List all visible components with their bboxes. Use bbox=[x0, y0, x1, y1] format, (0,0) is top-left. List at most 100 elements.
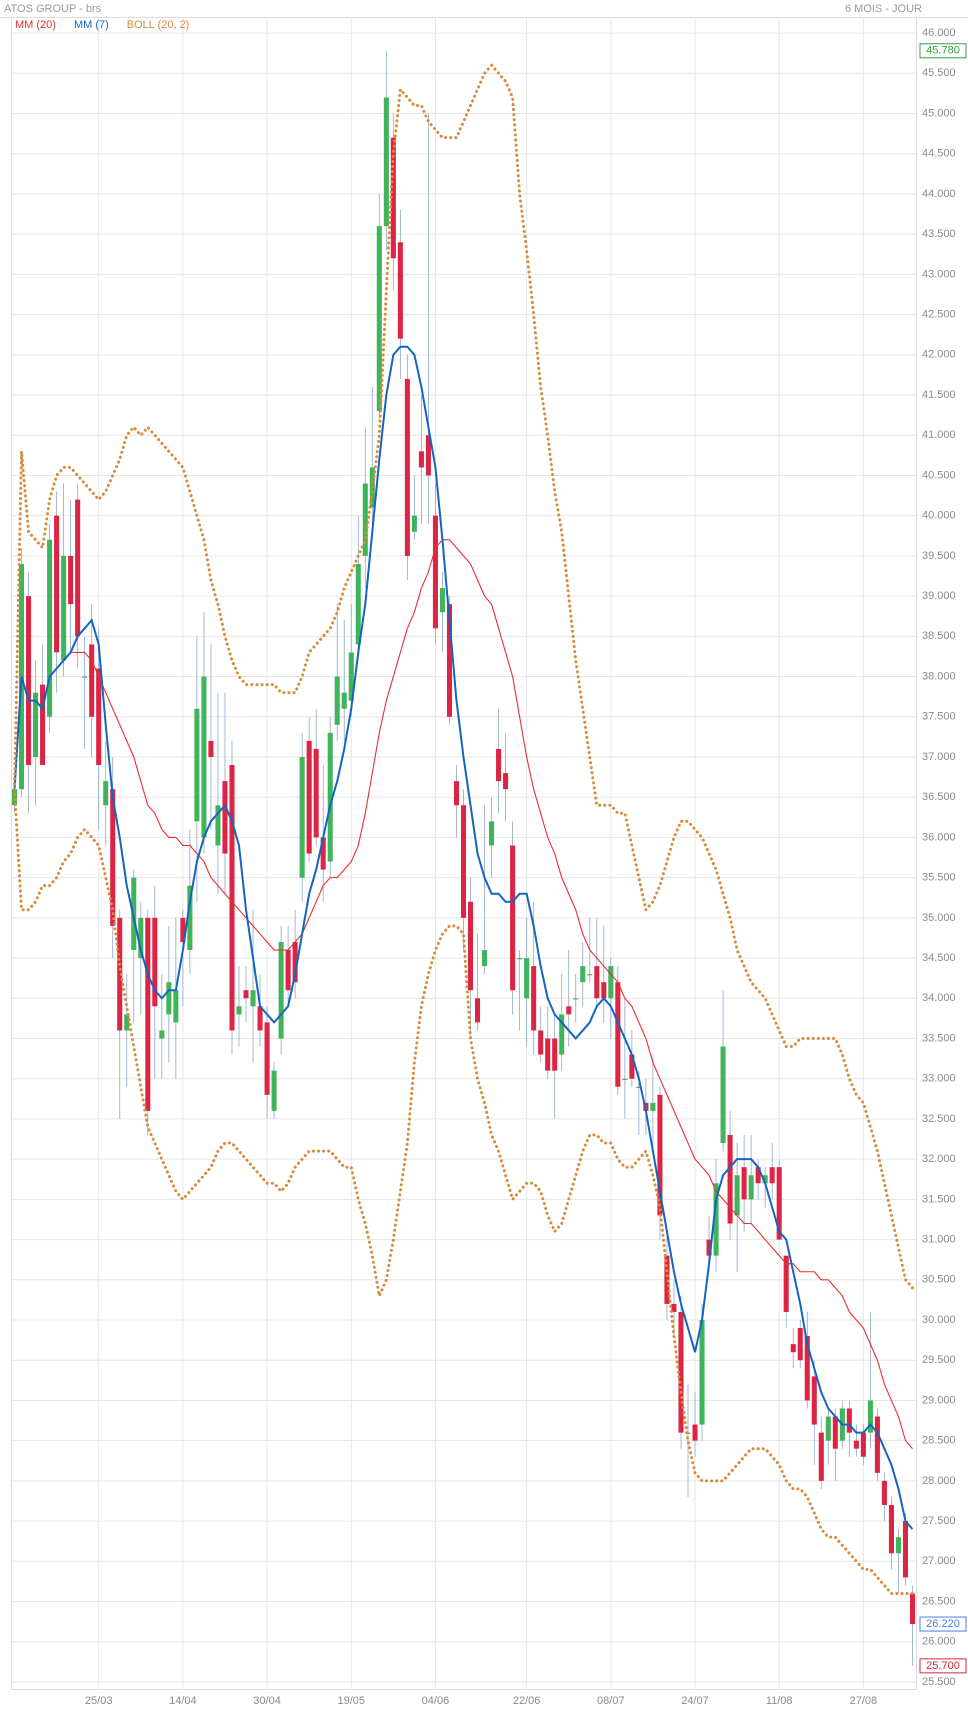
candle-body bbox=[629, 1054, 635, 1079]
candle-body bbox=[96, 668, 102, 766]
y-tick-label: 42.500 bbox=[922, 309, 956, 321]
x-tick-label: 24/07 bbox=[681, 1695, 709, 1707]
candle-body bbox=[159, 1030, 165, 1039]
candle-body bbox=[124, 1014, 130, 1031]
candle-body bbox=[236, 1006, 242, 1015]
y-tick-label: 37.000 bbox=[922, 751, 956, 763]
candle-body bbox=[152, 917, 158, 1007]
candle-body bbox=[383, 97, 389, 227]
candle-body bbox=[306, 740, 312, 854]
y-tick-label: 27.000 bbox=[922, 1555, 956, 1567]
candle-body bbox=[271, 1070, 277, 1111]
candle-body bbox=[103, 781, 109, 806]
candle-body bbox=[615, 982, 621, 1087]
y-tick-label: 36.500 bbox=[922, 791, 956, 803]
candle-body bbox=[475, 998, 481, 1023]
candle-body bbox=[811, 1376, 817, 1425]
candle-body bbox=[54, 515, 60, 653]
candle-body bbox=[622, 1078, 628, 1080]
candle-body bbox=[909, 1593, 916, 1625]
candle-body bbox=[587, 974, 593, 976]
candle-body bbox=[327, 732, 333, 862]
candle-body bbox=[348, 652, 354, 701]
candle-body bbox=[439, 588, 445, 613]
candle-body bbox=[776, 1167, 782, 1240]
candle-body bbox=[545, 1038, 551, 1071]
candle-body bbox=[734, 1175, 740, 1216]
y-tick-label: 35.500 bbox=[922, 872, 956, 884]
candle-body bbox=[166, 982, 172, 1015]
candle-body bbox=[467, 901, 474, 991]
instrument-title: ATOS GROUP - brs bbox=[4, 3, 102, 15]
candle-body bbox=[446, 604, 452, 717]
price-marker-box bbox=[919, 43, 967, 59]
candle-body bbox=[11, 789, 18, 806]
candle-body bbox=[397, 242, 403, 339]
candle-body bbox=[881, 1480, 887, 1506]
candle-body bbox=[215, 805, 221, 846]
candle-body bbox=[453, 781, 460, 806]
price-marker-box bbox=[919, 1658, 967, 1674]
candle-body bbox=[194, 708, 200, 822]
candle-body bbox=[552, 1038, 558, 1071]
candle-body bbox=[362, 483, 368, 556]
y-tick-label: 29.000 bbox=[922, 1394, 956, 1406]
candle-body bbox=[460, 805, 467, 918]
candle-body bbox=[888, 1505, 894, 1554]
candle-body bbox=[517, 958, 523, 960]
y-tick-label: 33.000 bbox=[922, 1073, 956, 1085]
y-tick-label: 28.000 bbox=[922, 1475, 956, 1487]
y-tick-label: 44.000 bbox=[922, 188, 956, 200]
plot-frame bbox=[11, 17, 917, 1690]
y-tick-label: 45.500 bbox=[922, 67, 956, 79]
candle-body bbox=[636, 1086, 642, 1088]
candle-body bbox=[61, 555, 67, 661]
candle-body bbox=[404, 378, 410, 556]
candle-body bbox=[110, 789, 116, 926]
y-tick-label: 40.500 bbox=[922, 469, 956, 481]
grid bbox=[11, 17, 916, 1690]
y-tick-label: 33.500 bbox=[922, 1032, 956, 1044]
candle-body bbox=[418, 451, 424, 468]
candle-body bbox=[713, 1183, 719, 1256]
candle-body bbox=[201, 676, 207, 838]
candle-body bbox=[313, 748, 319, 838]
y-tick-label: 28.500 bbox=[922, 1435, 956, 1447]
y-tick-label: 44.500 bbox=[922, 148, 956, 160]
candle-body bbox=[531, 966, 537, 1031]
candle-body bbox=[524, 958, 530, 999]
candle-body bbox=[804, 1336, 810, 1401]
candle-body bbox=[482, 950, 488, 967]
candle-body bbox=[860, 1432, 866, 1457]
candle-body bbox=[601, 982, 607, 999]
y-tick-label: 27.500 bbox=[922, 1515, 956, 1527]
candle-body bbox=[320, 837, 326, 870]
candle-body bbox=[671, 1303, 677, 1312]
candle-body bbox=[75, 499, 81, 637]
candle-body bbox=[769, 1167, 775, 1184]
candle-body bbox=[608, 966, 614, 999]
y-tick-label: 29.500 bbox=[922, 1354, 956, 1366]
y-tick-label: 31.500 bbox=[922, 1193, 956, 1205]
candle-body bbox=[825, 1416, 831, 1441]
candle-body bbox=[867, 1400, 873, 1433]
x-tick-label: 25/03 bbox=[85, 1695, 113, 1707]
indicator-line bbox=[13, 345, 914, 1530]
x-tick-label: 30/04 bbox=[253, 1695, 281, 1707]
candle-body bbox=[874, 1416, 880, 1473]
y-tick-label: 43.000 bbox=[922, 268, 956, 280]
y-tick-label: 37.500 bbox=[922, 711, 956, 723]
candle-body bbox=[33, 692, 39, 757]
y-tick-label: 39.500 bbox=[922, 550, 956, 562]
candle-body bbox=[559, 1014, 565, 1055]
legend-entry: BOLL (20, 2) bbox=[127, 19, 190, 31]
candle-body bbox=[145, 917, 151, 1111]
x-tick-label: 11/08 bbox=[766, 1695, 793, 1707]
price-marker-label: 26.220 bbox=[926, 1618, 960, 1630]
candle-body bbox=[40, 684, 46, 766]
x-tick-label: 08/07 bbox=[597, 1695, 625, 1707]
candle-body bbox=[278, 941, 284, 1039]
x-tick-label: 04/06 bbox=[422, 1695, 450, 1707]
candle-body bbox=[748, 1175, 754, 1200]
